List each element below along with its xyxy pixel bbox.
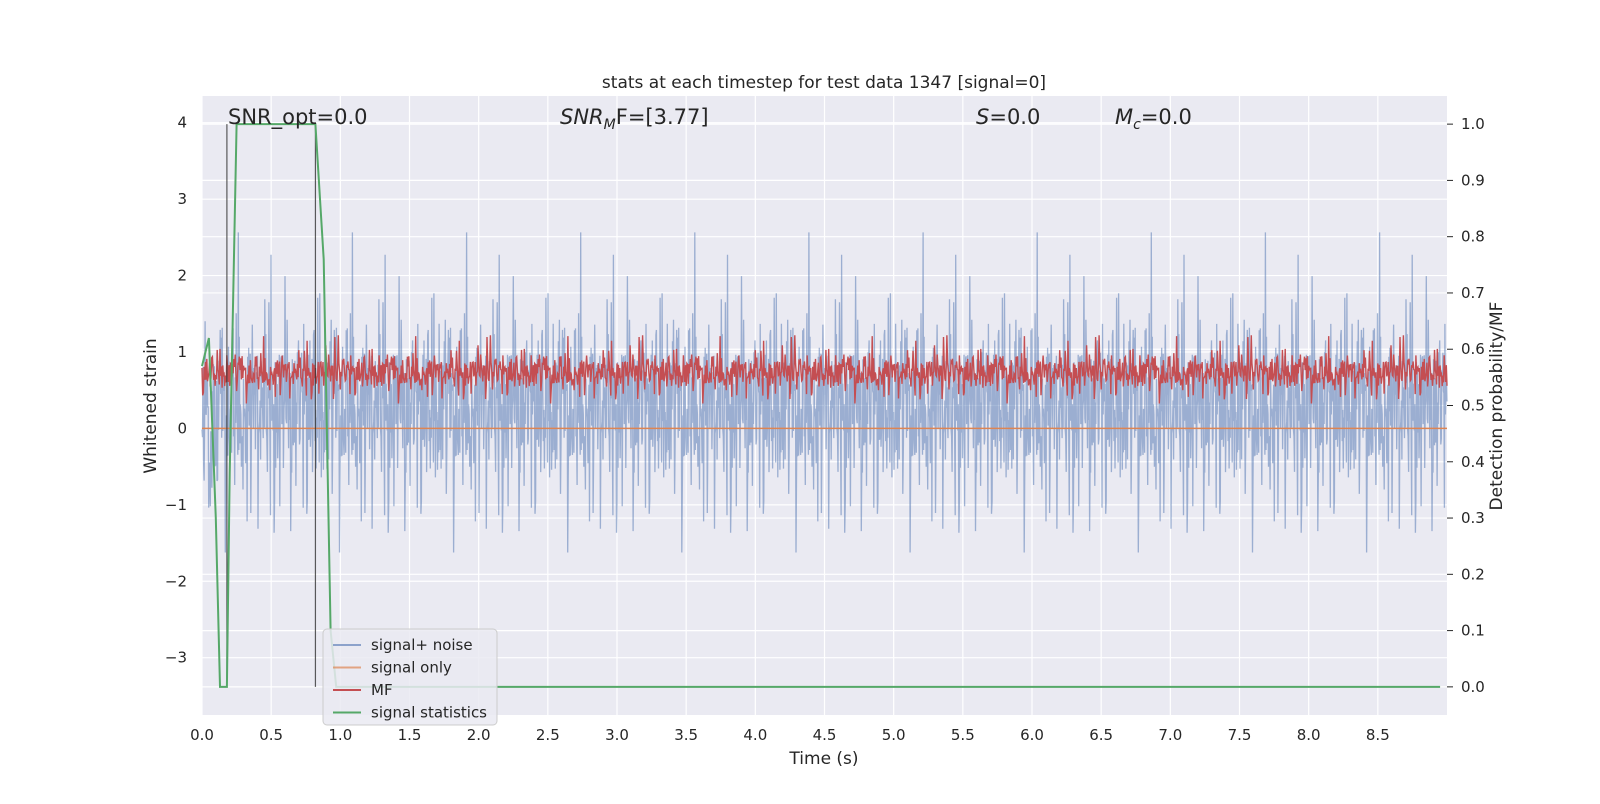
legend-label: signal only	[371, 659, 452, 677]
x-tick-label: 6.5	[1089, 726, 1113, 744]
x-tick-label: 0.0	[190, 726, 214, 744]
annotation-snr-mf-sub: M	[604, 117, 616, 133]
y-right-tick-label: 0.8	[1461, 228, 1485, 246]
x-tick-label: 0.5	[259, 726, 283, 744]
x-tick-label: 7.5	[1228, 726, 1252, 744]
vertical-lines	[226, 124, 317, 687]
x-tick-label: 1.0	[328, 726, 352, 744]
y-right-tick-label: 0.9	[1461, 171, 1485, 189]
x-tick-label: 1.5	[398, 726, 422, 744]
y-right-tick-label: 0.3	[1461, 509, 1485, 527]
series-mf	[201, 335, 1448, 404]
annotation-s: S=0.0	[976, 105, 1040, 129]
x-tick-label: 6.0	[1020, 726, 1044, 744]
annotation-s-rest: =0.0	[989, 105, 1040, 129]
legend-box	[322, 628, 498, 726]
legend-label: signal+ noise	[371, 636, 473, 654]
chart-title: stats at each timestep for test data 134…	[602, 73, 1046, 93]
y-left-axis-label: Whitened strain	[141, 338, 161, 473]
x-tick-label: 7.0	[1158, 726, 1182, 744]
legend-label: MF	[371, 681, 393, 699]
x-tick-label: 2.5	[536, 726, 560, 744]
y-right-axis-ticks: 0.0 0.1 0.2 0.3 0.4 0.5 0.6 0.7 0.8 0.9 1.0	[1447, 115, 1485, 696]
y-right-tick-label: 0.2	[1461, 565, 1485, 583]
annotation-mc-rest: =0.0	[1141, 105, 1192, 129]
y-right-tick-label: 0.6	[1461, 340, 1485, 358]
annotation-s-base: S	[976, 105, 989, 129]
y-right-tick-label: 0.7	[1461, 284, 1485, 302]
y-right-tick-label: 0.4	[1461, 453, 1485, 471]
legend-label: signal statistics	[371, 704, 487, 722]
x-axis-ticks: 0.0 0.5 1.0 1.5 2.0 2.5 3.0 3.5 4.0 4.5 5.0 5.5 6.0 6…	[190, 726, 1390, 744]
annotation-snr-mf: SNRMF=[3.77]	[560, 105, 709, 133]
y-left-tick-label: 0	[177, 419, 187, 437]
y-right-tick-label: 1.0	[1461, 115, 1485, 133]
y-left-tick-label: 2	[177, 267, 187, 285]
y-left-tick-label: 1	[177, 343, 187, 361]
y-left-tick-label: −3	[165, 649, 187, 667]
y-right-tick-label: 0.0	[1461, 678, 1485, 696]
series-signal-statistics	[201, 123, 1441, 688]
x-tick-label: 8.0	[1297, 726, 1321, 744]
x-tick-label: 2.0	[467, 726, 491, 744]
y-left-tick-label: 4	[177, 114, 187, 132]
x-tick-label: 4.5	[813, 726, 837, 744]
y-left-tick-label: −2	[165, 572, 187, 590]
y-left-tick-label: −1	[165, 496, 187, 514]
y-left-tick-label: 3	[177, 190, 187, 208]
annotation-snr-opt: SNR_opt=0.0	[228, 105, 368, 130]
annotation-mc-sub: c	[1133, 117, 1141, 133]
mf-trace	[201, 335, 1448, 404]
x-tick-label: 3.5	[674, 726, 698, 744]
y-right-tick-label: 0.1	[1461, 622, 1485, 640]
annotation-mc: Mc=0.0	[1115, 105, 1192, 133]
annotation-snr-mf-rest: F=[3.77]	[616, 105, 709, 129]
x-tick-label: 3.0	[605, 726, 629, 744]
x-tick-label: 5.0	[882, 726, 906, 744]
x-tick-label: 4.0	[743, 726, 767, 744]
y-left-axis-ticks: −3 −2 −1 0 1 2 3 4	[165, 114, 187, 667]
annotation-snr-mf-base: SNR	[560, 105, 604, 129]
legend: signal+ noise signal only MF signal statist…	[322, 628, 498, 726]
x-axis-label: Time (s)	[788, 749, 858, 769]
annotation-mc-base: M	[1115, 105, 1133, 129]
x-tick-label: 8.5	[1366, 726, 1390, 744]
y-right-tick-label: 0.5	[1461, 397, 1485, 415]
y-right-axis-label: Detection probability/MF	[1487, 302, 1507, 511]
x-tick-label: 5.5	[951, 726, 975, 744]
